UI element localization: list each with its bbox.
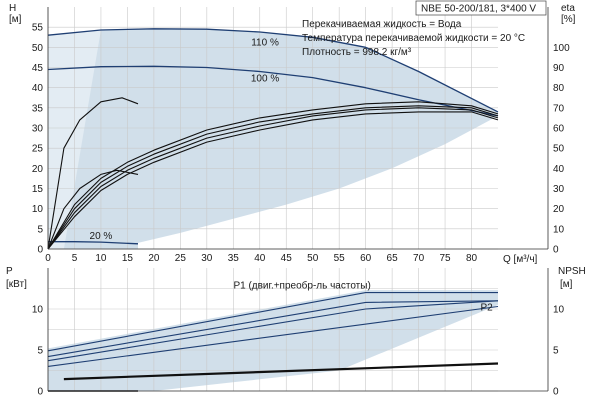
x-tick-label: 75 [439,253,451,264]
efficiency-curve [47,169,139,250]
y-tick-label-right: 5 [553,346,559,357]
axes [47,268,549,392]
operating-area-shape [48,28,498,249]
y-tick-label-right: 60 [553,124,565,135]
y-tick-label-left: 5 [37,346,43,357]
series-labels: 110 % 100 % 20 % [90,37,280,242]
y-tick-label-left: 0 [37,387,43,398]
y-tick-label-left: 35 [32,103,44,114]
y-tick-label-right: 0 [553,245,559,256]
y-tick-label-left: 15 [32,184,44,195]
x-tick-label: 5 [72,253,78,264]
y-tick-label-right: 100 [553,43,570,54]
y-tick-label-right: 20 [553,204,565,215]
x-tick-label: 15 [122,253,134,264]
x-tick-label: 45 [281,253,293,264]
y-tick-label-right: 10 [553,305,565,316]
y-tick-label-right: 30 [553,184,565,195]
x-tick-label: 0 [45,253,51,264]
power-curve [47,300,499,358]
y-tick-label-left: 45 [32,63,44,74]
annotation-temperature: Температура перекачиваемой жидкости = 20… [302,33,525,44]
series-label: 110 % [251,37,279,48]
power-npsh-panel: 0 5 10 0 5 10 P1 (двиг.+преобр-ль частоты) P2 [32,268,565,398]
y-tick-label-left: 0 [37,245,43,256]
y-tick-label-left: 20 [32,164,44,175]
y-right-label-bottom: NPSH [558,266,586,277]
operating-area [48,290,498,391]
x-tick-label: 80 [466,253,478,264]
x-tick-label: 10 [95,253,107,264]
head-curve [48,241,139,245]
efficiency-curve [47,107,499,250]
y-tick-label-right: 50 [553,144,565,155]
y-tick-label-left: 30 [32,124,44,135]
npsh-curve [63,363,499,381]
x-tick-label: 30 [201,253,213,264]
series-label: 100 % [251,74,279,85]
efficiency-curve [47,105,499,250]
series-labels: P1 (двиг.+преобр-ль частоты) P2 [233,280,493,314]
series-group [47,28,499,250]
y-tick-label-left: 10 [32,204,44,215]
y-left-label-bottom: P [6,266,13,277]
y-tick-label-left: 40 [32,83,44,94]
series-label: P2 [480,303,493,314]
efficiency-curve [47,111,499,250]
annotation-density: Плотность = 998.2 кг/м³ [302,47,412,58]
power-curve [47,305,499,367]
y-tick-label-left: 55 [32,23,44,34]
x-tick-label: 60 [360,253,372,264]
tick-labels: 0510152025303540455055010203040506070809… [32,23,570,264]
series-label: 20 % [90,231,113,242]
head-curve [47,28,499,113]
y-right-unit-top: [%] [561,14,576,25]
y-tick-label-right: 10 [553,224,565,235]
y-tick-label-left: 25 [32,144,44,155]
x-tick-label: 65 [387,253,399,264]
power-curve [47,292,498,352]
y-tick-label-right: 0 [553,387,559,398]
x-axis-label: Q [м³/ч] [503,254,538,265]
efficiency-curve [47,97,139,250]
grid [47,268,498,392]
y-left-label-top: H [9,3,16,14]
annotation-liquid: Перекачиваемая жидкость = Вода [302,19,462,30]
head-curve [47,65,499,117]
y-right-label-top: eta [561,3,575,14]
y-tick-label-right: 80 [553,83,565,94]
y-left-unit-bottom: [кВт] [6,279,27,290]
y-tick-label-right: 90 [553,63,565,74]
chart-title: NBE 50-200/181, 3*400 V [421,4,536,15]
efficiency-curve [47,101,499,250]
x-tick-label: 25 [175,253,187,264]
head-efficiency-panel: 0510152025303540455055010203040506070809… [32,7,570,264]
operating-area-shape [48,290,498,391]
x-tick-label: 40 [254,253,266,264]
tick-labels: 0 5 10 0 5 10 [32,305,565,398]
x-tick-label: 50 [307,253,319,264]
x-tick-label: 20 [148,253,160,264]
y-tick-label-left: 10 [32,305,44,316]
power-curve [47,300,499,362]
title-box [415,0,547,16]
operating-area [48,28,498,249]
x-tick-label: 35 [228,253,240,264]
y-tick-label-left: 5 [37,224,43,235]
y-right-unit-bottom: [м] [560,279,573,290]
y-left-unit-top: [м] [9,14,22,25]
y-tick-label-left: 50 [32,43,44,54]
npsh-curve [63,362,499,380]
series-label: P1 (двиг.+преобр-ль частоты) [233,280,370,292]
x-tick-label: 70 [413,253,425,264]
axes [47,7,549,250]
x-tick-label: 55 [334,253,346,264]
y-tick-label-right: 70 [553,103,565,114]
y-tick-label-right: 40 [553,164,565,175]
